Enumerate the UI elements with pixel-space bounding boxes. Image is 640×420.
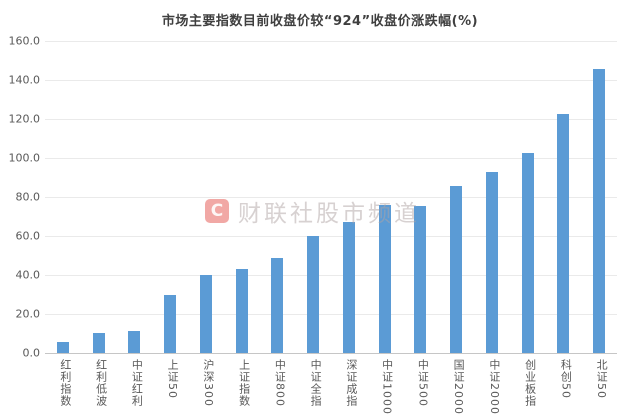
x-tick-label: 红利指数 bbox=[58, 359, 72, 407]
y-tick-label: 0.0 bbox=[22, 346, 41, 360]
chart-title: 市场主要指数目前收盘价较“924”收盘价涨跌幅(%) bbox=[161, 14, 479, 29]
bar-0 bbox=[56, 342, 69, 353]
y-tick-label: 80.0 bbox=[15, 190, 41, 204]
bar-8 bbox=[342, 221, 355, 353]
x-tick-label: 上证50 bbox=[166, 359, 180, 399]
x-tick-label: 科创50 bbox=[559, 359, 573, 399]
gridline bbox=[45, 158, 617, 159]
bar-2 bbox=[128, 330, 141, 353]
plot-area: 红利指数 红利低波 中证红利 上证50 沪深300 上证指数 中证800 中证全指 深证成指 中证… bbox=[45, 41, 617, 415]
y-tick-label: 100.0 bbox=[8, 151, 41, 165]
bar-1 bbox=[92, 332, 105, 353]
bar-6 bbox=[271, 257, 284, 353]
x-tick-label: 中证1000 bbox=[380, 359, 394, 415]
x-tick-label: 中证全指 bbox=[309, 359, 323, 407]
x-tick-label: 中证红利 bbox=[130, 359, 144, 407]
x-tick-label: 北证50 bbox=[595, 359, 609, 399]
gridline bbox=[45, 275, 617, 276]
bar-5 bbox=[235, 268, 248, 353]
gridline bbox=[45, 41, 617, 42]
bar-15 bbox=[593, 68, 606, 353]
bar-13 bbox=[521, 152, 534, 353]
y-tick-label: 120.0 bbox=[8, 112, 41, 126]
gridline bbox=[45, 119, 617, 120]
bar-12 bbox=[485, 172, 498, 353]
gridline bbox=[45, 314, 617, 315]
x-tick-label: 国证2000 bbox=[452, 359, 466, 415]
gridline bbox=[45, 197, 617, 198]
bar-10 bbox=[414, 205, 427, 353]
y-tick-label: 40.0 bbox=[15, 268, 41, 282]
y-tick-label: 160.0 bbox=[8, 34, 41, 48]
x-axis-line bbox=[45, 353, 617, 354]
bar-3 bbox=[164, 295, 177, 353]
x-tick-label: 中证800 bbox=[273, 359, 287, 407]
bar-4 bbox=[199, 274, 212, 353]
bar-9 bbox=[378, 204, 391, 353]
x-tick-label: 中证2000 bbox=[487, 359, 501, 415]
x-tick-label: 上证指数 bbox=[237, 359, 251, 407]
x-tick-label: 中证500 bbox=[416, 359, 430, 407]
bar-11 bbox=[450, 186, 463, 353]
y-tick-label: 20.0 bbox=[15, 307, 41, 321]
y-tick-label: 140.0 bbox=[8, 73, 41, 87]
bar-14 bbox=[557, 114, 570, 353]
x-tick-label: 创业板指 bbox=[523, 359, 537, 407]
bar-7 bbox=[307, 236, 320, 353]
gridline bbox=[45, 236, 617, 237]
x-tick-label: 红利低波 bbox=[94, 359, 108, 407]
gridline bbox=[45, 80, 617, 81]
x-tick-label: 沪深300 bbox=[201, 359, 215, 407]
x-tick-label: 深证成指 bbox=[344, 359, 358, 407]
y-tick-label: 60.0 bbox=[15, 229, 41, 243]
y-axis: 0.0 20.0 40.0 60.0 80.0 100.0 120.0 140.0 160.0 bbox=[0, 35, 41, 360]
